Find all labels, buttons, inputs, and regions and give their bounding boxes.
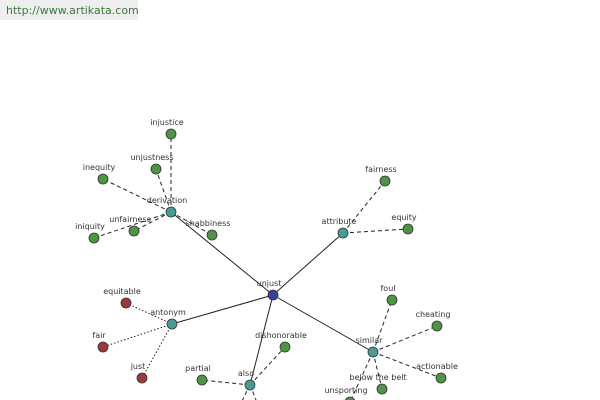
node-label: iniquity <box>75 222 105 231</box>
node-label: fair <box>92 331 106 340</box>
edge <box>342 228 409 234</box>
node[interactable] <box>244 379 256 391</box>
edge <box>170 211 213 236</box>
node[interactable] <box>97 341 109 353</box>
edge <box>155 168 172 213</box>
node-label: inequity <box>83 163 116 172</box>
node[interactable] <box>196 374 208 386</box>
edge <box>102 323 173 348</box>
node-label: dishonorable <box>255 331 307 340</box>
edge <box>372 351 442 379</box>
node[interactable] <box>165 128 177 140</box>
node-label: unjust <box>257 279 282 288</box>
edge <box>171 294 274 325</box>
edge <box>372 299 393 353</box>
edge <box>350 351 374 400</box>
edge <box>249 294 274 386</box>
node[interactable] <box>376 383 388 395</box>
node[interactable] <box>337 227 349 239</box>
node-label: injustice <box>150 118 184 127</box>
node-label: fairness <box>365 165 396 174</box>
node[interactable] <box>166 318 178 330</box>
node[interactable] <box>431 320 443 332</box>
edge <box>102 178 172 213</box>
edge <box>372 351 383 390</box>
node-label: antonym <box>150 308 186 317</box>
node-label: equitable <box>103 287 141 296</box>
node-label: derivation <box>147 196 187 205</box>
node-label: cheating <box>416 310 451 319</box>
node[interactable] <box>402 223 414 235</box>
node[interactable] <box>206 229 218 241</box>
edge <box>272 232 344 296</box>
node-label: equity <box>391 213 416 222</box>
node[interactable] <box>435 372 447 384</box>
node-label: just <box>130 362 146 371</box>
node[interactable] <box>267 289 279 301</box>
node-label: partial <box>185 364 211 373</box>
node-label: actionable <box>416 362 458 371</box>
node[interactable] <box>386 294 398 306</box>
node-label: also <box>238 369 254 378</box>
node[interactable] <box>128 225 140 237</box>
node[interactable] <box>136 372 148 384</box>
node-label: unjustness <box>130 153 173 162</box>
node[interactable] <box>367 346 379 358</box>
edge <box>249 346 286 386</box>
edge <box>272 294 374 353</box>
site-url[interactable]: http://www.artikata.com <box>0 0 139 20</box>
node-label: shabbiness <box>186 219 231 228</box>
edge <box>141 323 173 379</box>
node[interactable] <box>344 396 356 400</box>
node[interactable] <box>379 175 391 187</box>
edge <box>201 379 251 386</box>
edge <box>372 325 438 353</box>
edge <box>170 211 274 296</box>
node-label: attribute <box>322 217 357 226</box>
node[interactable] <box>97 173 109 185</box>
node-label: below the belt <box>349 373 406 382</box>
node[interactable] <box>279 341 291 353</box>
node-label: similar <box>356 336 384 345</box>
node[interactable] <box>120 297 132 309</box>
node[interactable] <box>88 232 100 244</box>
node[interactable] <box>165 206 177 218</box>
node[interactable] <box>150 163 162 175</box>
node-label: foul <box>380 284 395 293</box>
node-label: unsporting <box>324 386 367 395</box>
node-label: unfairness <box>109 215 151 224</box>
edge <box>125 302 173 325</box>
